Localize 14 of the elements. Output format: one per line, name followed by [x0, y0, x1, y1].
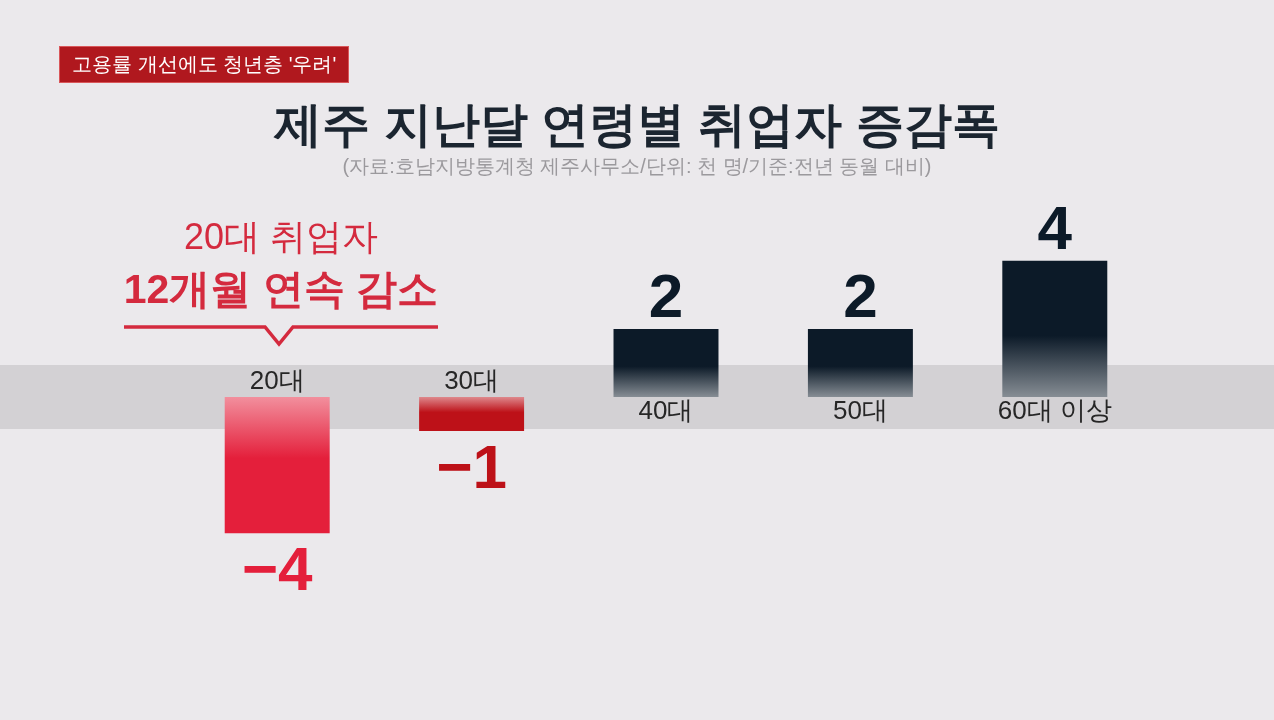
data-label: 2 — [648, 260, 684, 330]
text: 고용률 개선에도 청년층 '우려' — [60, 47, 349, 82]
chart-subtitle: (자료:호남지방통계청 제주사무소/단위: 천 명/기준:전년 동월 대비) — [341, 154, 933, 179]
data-label: −1 — [436, 432, 507, 502]
x-tick-label: 50대 — [832, 395, 888, 426]
data-label: 2 — [843, 260, 878, 330]
annotation: 20대 취업자 12개월 연속 감소 — [122, 216, 440, 314]
x-tick-label: 40대 — [638, 395, 694, 426]
data-label: 4 — [1037, 192, 1073, 262]
x-tick-label: 30대 — [444, 365, 500, 396]
x-tick-label: 60대 이상 — [997, 395, 1112, 426]
x-tick-label: 20대 — [249, 365, 305, 396]
data-label: −4 — [241, 534, 314, 604]
chart-title: 제주 지난달 연령별 취업자 증감폭 — [272, 97, 1001, 153]
